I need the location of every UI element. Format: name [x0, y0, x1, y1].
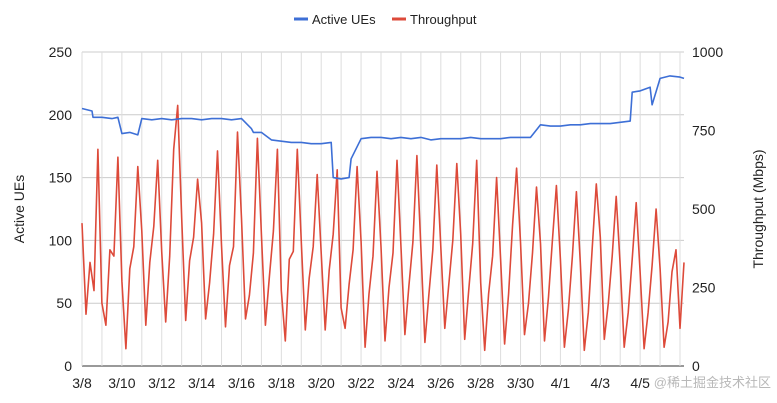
x-tick-label: 3/22	[347, 375, 374, 391]
watermark: @稀土掘金技术社区	[654, 375, 771, 390]
x-tick-label: 3/28	[467, 375, 494, 391]
legend-entry: Active UEs	[312, 12, 376, 27]
legend: Active UEs Throughput	[294, 12, 477, 27]
y-right-tick-label: 1000	[692, 44, 723, 60]
y-left-tick-label: 250	[49, 44, 73, 60]
y-right-tick-label: 750	[692, 123, 716, 139]
x-tick-label: 3/30	[507, 375, 534, 391]
y-right-tick-label: 500	[692, 201, 716, 217]
x-tick-label: 3/24	[387, 375, 414, 391]
x-tick-label: 3/14	[188, 375, 215, 391]
x-tick-label: 3/10	[108, 375, 135, 391]
y-right-tick-label: 0	[692, 358, 700, 374]
x-tick-label: 4/1	[551, 375, 571, 391]
y-right-axis-title: Throughput (Mbps)	[750, 149, 766, 268]
x-tick-label: 3/8	[72, 375, 92, 391]
grid	[81, 51, 684, 367]
y-left-tick-label: 150	[49, 170, 73, 186]
y-left-tick-label: 100	[49, 232, 73, 248]
x-tick-label: 3/20	[308, 375, 335, 391]
y-left-tick-label: 50	[56, 295, 72, 311]
x-tick-label: 4/5	[630, 375, 650, 391]
x-tick-label: 3/12	[148, 375, 175, 391]
y-left-tick-label: 200	[49, 107, 73, 123]
series-line-active-ues	[81, 75, 685, 180]
x-tick-label: 3/16	[228, 375, 255, 391]
series-line-throughput	[81, 104, 685, 352]
y-left-tick-label: 0	[64, 358, 72, 374]
x-tick-label: 4/3	[591, 375, 611, 391]
y-left-axis-title: Active UEs	[11, 175, 27, 243]
x-tick-label: 3/26	[427, 375, 454, 391]
y-right-tick-label: 250	[692, 280, 716, 296]
legend-entry: Throughput	[410, 12, 477, 27]
axes: 0 50 100 150 200 250 0 250 500 750 1000 3/8 3/10 3/12…	[11, 44, 766, 391]
series-layer	[81, 75, 685, 352]
x-tick-label: 3/18	[268, 375, 295, 391]
